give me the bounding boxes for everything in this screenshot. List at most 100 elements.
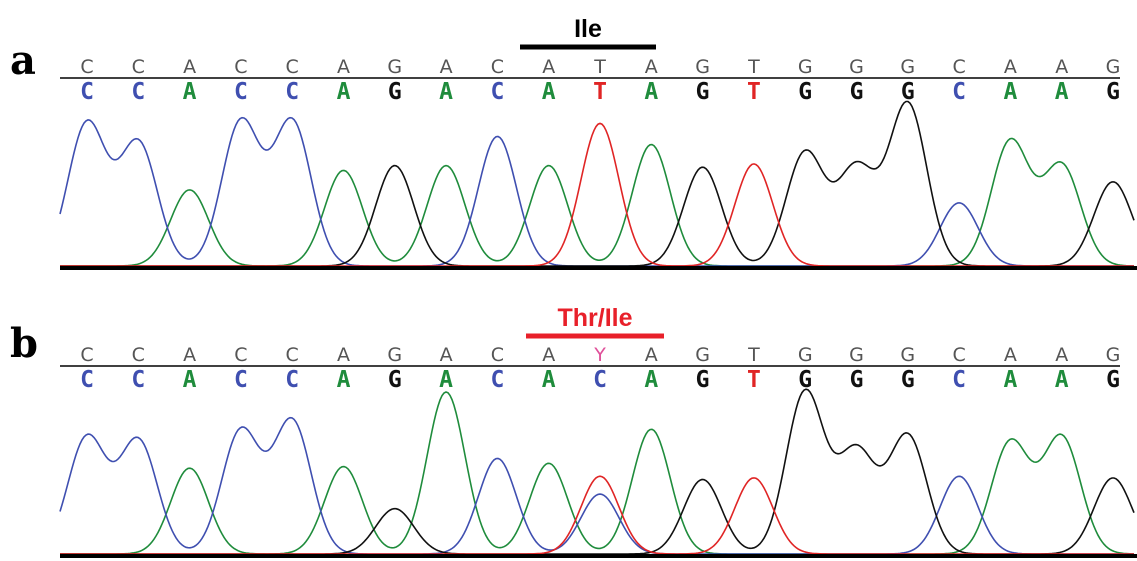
called-base: C xyxy=(285,79,299,105)
reference-base: A xyxy=(1055,344,1068,366)
codon-label-b: Thr/Ile xyxy=(557,304,632,332)
reference-base: C xyxy=(491,344,504,366)
trace-g xyxy=(60,388,1135,555)
reference-base: A xyxy=(183,344,196,366)
trace-t xyxy=(60,475,1134,555)
called-base: G xyxy=(1106,79,1120,105)
reference-base: C xyxy=(234,56,247,78)
reference-base: C xyxy=(286,56,299,78)
called-base: C xyxy=(952,79,966,105)
reference-base: A xyxy=(645,344,658,366)
reference-base: A xyxy=(1004,56,1017,78)
reference-base: G xyxy=(798,344,813,366)
reference-base: C xyxy=(491,56,504,78)
reference-base: Y xyxy=(593,344,606,366)
called-base: C xyxy=(285,367,299,393)
called-base: G xyxy=(696,79,710,105)
reference-base: C xyxy=(952,344,965,366)
reference-base: C xyxy=(132,56,145,78)
called-base: A xyxy=(337,79,351,105)
reference-base: G xyxy=(387,56,402,78)
called-base: G xyxy=(901,79,915,105)
called-base: C xyxy=(490,367,504,393)
reference-base: G xyxy=(798,56,813,78)
reference-base: A xyxy=(440,344,453,366)
reference-base: C xyxy=(80,344,93,366)
reference-base: A xyxy=(337,56,350,78)
called-base: A xyxy=(439,79,453,105)
reference-base: T xyxy=(747,56,760,78)
called-base: A xyxy=(1003,79,1017,105)
called-base: A xyxy=(1055,367,1069,393)
reference-base: G xyxy=(849,56,864,78)
called-base: A xyxy=(439,367,453,393)
trace-a xyxy=(60,391,1134,555)
called-base: G xyxy=(696,367,710,393)
reference-base: A xyxy=(337,344,350,366)
called-base: A xyxy=(337,367,351,393)
reference-base: G xyxy=(849,344,864,366)
called-base: T xyxy=(593,79,607,105)
reference-base: G xyxy=(387,344,402,366)
called-base: G xyxy=(901,367,915,393)
called-base: A xyxy=(644,79,658,105)
trace-group-a xyxy=(59,100,1135,267)
reference-base: G xyxy=(900,344,915,366)
called-base: A xyxy=(1055,79,1069,105)
reference-base: A xyxy=(542,56,555,78)
called-base: A xyxy=(183,367,197,393)
codon-label-a: Ile xyxy=(574,15,602,43)
called-base: C xyxy=(131,79,145,105)
called-base: A xyxy=(183,79,197,105)
reference-base: A xyxy=(440,56,453,78)
called-base: G xyxy=(850,367,864,393)
called-base: C xyxy=(234,79,248,105)
called-base: A xyxy=(1003,367,1017,393)
trace-a xyxy=(60,137,1134,267)
reference-base: C xyxy=(132,344,145,366)
reference-base: G xyxy=(695,344,710,366)
called-base: A xyxy=(542,367,556,393)
reference-base: C xyxy=(952,56,965,78)
called-base: A xyxy=(542,79,556,105)
reference-base: A xyxy=(542,344,555,366)
reference-base: A xyxy=(183,56,196,78)
called-base: C xyxy=(234,367,248,393)
called-base: C xyxy=(952,367,966,393)
reference-base: A xyxy=(645,56,658,78)
reference-base: C xyxy=(286,344,299,366)
called-base: C xyxy=(593,367,607,393)
panel-label-a: a xyxy=(10,37,36,84)
reference-base: T xyxy=(747,344,760,366)
reference-base: G xyxy=(900,56,915,78)
called-base: C xyxy=(80,79,94,105)
called-base: C xyxy=(80,367,94,393)
trace-c xyxy=(59,416,1134,555)
called-base: C xyxy=(131,367,145,393)
trace-group-b xyxy=(59,388,1135,555)
reference-base: C xyxy=(234,344,247,366)
reference-base: G xyxy=(1106,56,1121,78)
called-base: C xyxy=(490,79,504,105)
called-base: G xyxy=(388,79,402,105)
called-base: G xyxy=(388,367,402,393)
called-base: T xyxy=(747,79,761,105)
reference-base: G xyxy=(1106,344,1121,366)
trace-t xyxy=(60,122,1134,267)
reference-base: T xyxy=(593,56,606,78)
reference-base: A xyxy=(1004,344,1017,366)
called-base: G xyxy=(798,367,812,393)
called-base: G xyxy=(798,79,812,105)
trace-c xyxy=(59,116,1134,267)
panel-label-b: b xyxy=(10,320,38,367)
called-base: G xyxy=(1106,367,1120,393)
called-base: G xyxy=(850,79,864,105)
called-base: A xyxy=(644,367,658,393)
